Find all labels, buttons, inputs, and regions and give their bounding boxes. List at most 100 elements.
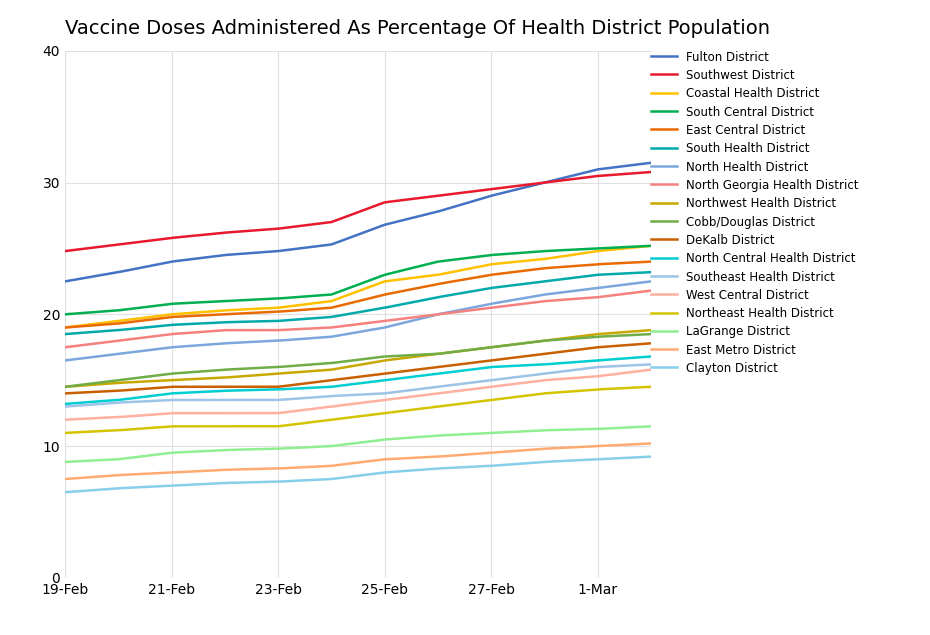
Line: Cobb/Douglas District: Cobb/Douglas District	[65, 334, 651, 387]
DeKalb District	[406, 366, 418, 374]
Line: LaGrange District: LaGrange District	[65, 426, 651, 462]
East Central District	[553, 264, 565, 271]
North Health District	[591, 284, 602, 292]
Southwest District	[418, 194, 430, 201]
Cobb/Douglas District	[408, 351, 419, 359]
East Central District	[591, 260, 602, 268]
Northwest Health District	[408, 353, 419, 361]
Fulton District	[645, 159, 657, 166]
Clayton District	[553, 457, 565, 465]
Fulton District	[61, 277, 73, 285]
Clayton District	[61, 488, 73, 496]
Northwest Health District	[553, 335, 565, 343]
Clayton District	[408, 467, 419, 474]
LaGrange District	[418, 433, 430, 441]
LaGrange District	[406, 434, 418, 441]
South Central District	[406, 264, 418, 272]
West Central District	[61, 416, 73, 424]
Line: East Metro District: East Metro District	[65, 443, 651, 479]
Clayton District	[418, 465, 430, 473]
Southeast Health District	[408, 386, 419, 394]
North Georgia Health District	[406, 314, 418, 321]
LaGrange District	[645, 422, 657, 430]
North Georgia Health District	[60, 344, 71, 351]
DeKalb District	[591, 344, 602, 351]
West Central District	[591, 373, 602, 380]
Northwest Health District	[60, 383, 71, 391]
North Health District	[553, 289, 565, 297]
South Central District	[553, 246, 565, 254]
Southwest District	[406, 195, 418, 203]
North Health District	[406, 317, 418, 324]
Text: Vaccine Doses Administered As Percentage Of Health District Population: Vaccine Doses Administered As Percentage…	[65, 19, 770, 38]
LaGrange District	[591, 425, 602, 433]
North Health District	[408, 316, 419, 324]
Northeast Health District	[645, 383, 657, 391]
Line: North Central Health District: North Central Health District	[65, 356, 651, 404]
Southwest District	[61, 247, 73, 255]
South Health District	[406, 298, 418, 306]
North Georgia Health District	[418, 312, 430, 320]
Northeast Health District	[418, 404, 430, 412]
Line: DeKalb District: DeKalb District	[65, 344, 651, 393]
South Central District	[418, 262, 430, 269]
Coastal Health District	[406, 274, 418, 282]
Southeast Health District	[591, 363, 602, 371]
DeKalb District	[408, 366, 419, 374]
Northwest Health District	[418, 352, 430, 359]
Coastal Health District	[61, 323, 73, 331]
North Georgia Health District	[591, 293, 602, 301]
LaGrange District	[408, 434, 419, 441]
Southwest District	[60, 247, 71, 255]
Line: Northeast Health District: Northeast Health District	[65, 387, 651, 433]
South Central District	[591, 244, 602, 252]
North Central Health District	[408, 373, 419, 380]
LaGrange District	[553, 426, 565, 434]
East Central District	[406, 285, 418, 293]
South Central District	[60, 311, 71, 318]
Southwest District	[591, 172, 602, 180]
Line: Fulton District: Fulton District	[65, 163, 651, 281]
LaGrange District	[61, 458, 73, 465]
West Central District	[418, 391, 430, 399]
South Central District	[408, 264, 419, 271]
North Georgia Health District	[645, 287, 657, 295]
East Metro District	[591, 443, 602, 450]
DeKalb District	[418, 365, 430, 373]
North Central Health District	[645, 352, 657, 360]
East Metro District	[408, 454, 419, 462]
Fulton District	[418, 211, 430, 219]
Line: South Health District: South Health District	[65, 272, 651, 334]
DeKalb District	[60, 389, 71, 398]
Line: Clayton District: Clayton District	[65, 457, 651, 492]
Line: Coastal Health District: Coastal Health District	[65, 246, 651, 328]
Northeast Health District	[553, 389, 565, 396]
Cobb/Douglas District	[591, 333, 602, 340]
Southwest District	[645, 168, 657, 176]
Line: North Georgia Health District: North Georgia Health District	[65, 291, 651, 347]
West Central District	[408, 392, 419, 400]
Fulton District	[408, 214, 419, 222]
North Georgia Health District	[61, 343, 73, 351]
West Central District	[553, 375, 565, 383]
South Health District	[591, 271, 602, 279]
Northwest Health District	[645, 326, 657, 334]
Coastal Health District	[60, 324, 71, 331]
Northeast Health District	[591, 385, 602, 393]
Cobb/Douglas District	[406, 351, 418, 359]
Northwest Health District	[406, 353, 418, 361]
East Central District	[418, 283, 430, 291]
East Metro District	[61, 475, 73, 483]
Southeast Health District	[60, 403, 71, 410]
Fulton District	[60, 277, 71, 285]
Line: South Central District: South Central District	[65, 246, 651, 314]
Southwest District	[408, 195, 419, 203]
North Central Health District	[60, 400, 71, 408]
Southeast Health District	[553, 368, 565, 376]
South Health District	[418, 296, 430, 304]
North Central Health District	[591, 357, 602, 364]
Northeast Health District	[61, 429, 73, 437]
Line: Southeast Health District: Southeast Health District	[65, 364, 651, 406]
West Central District	[60, 416, 71, 424]
Clayton District	[645, 453, 657, 460]
